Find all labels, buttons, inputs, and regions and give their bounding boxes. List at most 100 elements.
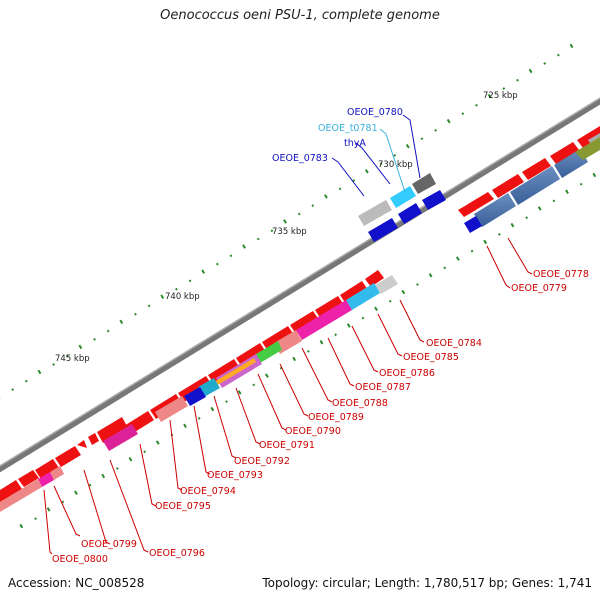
leader-line: [355, 142, 391, 185]
gene-arrow: [315, 296, 344, 319]
leader-line: [279, 363, 309, 417]
leader-line: [43, 489, 53, 555]
gene-arrow: [97, 417, 128, 443]
gc-tick: [128, 457, 133, 462]
gc-tick: [552, 199, 556, 203]
gc-tick: [225, 400, 228, 403]
gene-arrow: [422, 190, 446, 210]
gene-arrow: [398, 203, 422, 224]
gc-tick: [388, 299, 392, 303]
gc-tick: [416, 283, 419, 286]
leader-line: [235, 387, 261, 445]
gene-block: [256, 341, 282, 363]
gc-track-outer: [0, 43, 574, 399]
gene-arrow: [550, 142, 579, 164]
leader-line: [399, 299, 425, 343]
gc-tick: [405, 143, 410, 149]
tick-label: 735 kbp: [272, 227, 307, 237]
gc-tick: [252, 383, 256, 387]
gc-tick: [115, 467, 119, 470]
gene-arrow: [88, 433, 99, 445]
tick-label: 730 kbp: [378, 160, 413, 170]
gene-label: OEOE_0790: [285, 426, 341, 437]
gc-tick: [175, 287, 178, 291]
gc-tick: [556, 53, 560, 57]
accession-label: Accession: NC_008528: [8, 576, 145, 590]
gc-tick: [565, 189, 569, 194]
gene-label: OEOE_0796: [149, 548, 205, 559]
gc-tick: [470, 249, 474, 253]
gene-label: OEOE_0783: [272, 153, 328, 164]
leader-line: [486, 245, 511, 289]
gene-block: [474, 193, 516, 227]
gc-tick: [78, 344, 83, 350]
gene-arrow: [236, 343, 266, 367]
gc-tick: [46, 507, 51, 512]
gc-tick: [543, 62, 547, 65]
gene-arrow: [55, 446, 81, 467]
gc-tick: [297, 212, 301, 216]
gc-tick: [119, 319, 124, 325]
gene-label: OEOE_t0781: [318, 123, 378, 134]
gene-block: [184, 387, 206, 406]
gene-block: [296, 300, 352, 340]
gc-tick: [475, 103, 478, 107]
gene-arrow: [18, 470, 39, 487]
gene-label: OEOE_0785: [403, 352, 459, 363]
gc-tick: [160, 294, 165, 299]
gc-tick: [242, 244, 246, 249]
gc-tick: [210, 406, 215, 412]
gene-label: OEOE_0784: [426, 338, 482, 349]
gc-tick: [93, 338, 96, 341]
gc-tick: [134, 312, 137, 316]
gc-tick: [74, 490, 78, 495]
gc-tick: [52, 363, 55, 366]
gc-tick: [428, 273, 433, 278]
gc-tick: [188, 279, 192, 283]
gene-label: OEOE_0778: [533, 269, 589, 280]
gc-tick: [37, 369, 42, 375]
gc-track-inner: [19, 172, 597, 529]
gc-tick: [215, 262, 219, 266]
leader-line: [327, 337, 355, 387]
leader-line: [351, 325, 379, 373]
gene-block: [346, 283, 380, 310]
gene-arrow: [368, 218, 398, 242]
gene-block: [510, 166, 560, 205]
trna-block: [390, 186, 416, 208]
label-leaders: [43, 114, 533, 555]
gene-block: [38, 472, 54, 487]
leader-line: [331, 157, 365, 197]
gc-tick: [483, 239, 488, 245]
gene-label: OEOE_0793: [207, 470, 263, 481]
gc-tick: [256, 237, 260, 241]
gene-arrow: [0, 480, 22, 502]
gene-label: OEOE_0791: [259, 440, 315, 451]
gc-tick: [155, 440, 160, 445]
gene-arrow: [290, 311, 319, 334]
gene-label: OEOE_0780: [347, 107, 403, 118]
gc-tick: [306, 350, 310, 353]
gene-labels-bottom: OEOE_0778 OEOE_0779 OEOE_0784 OEOE_0785 …: [52, 269, 589, 565]
gene-label: OEOE_0786: [379, 368, 435, 379]
gc-tick: [379, 162, 383, 166]
gc-tick: [393, 154, 397, 157]
gene-label: OEOE_0792: [234, 456, 290, 467]
gene-block: [412, 173, 436, 194]
leader-line: [53, 485, 81, 537]
gc-tick: [592, 172, 597, 178]
tick-label: 725 kbp: [483, 91, 518, 101]
gc-tick: [292, 356, 297, 362]
gc-tick: [143, 450, 147, 454]
gene-arrow: [464, 216, 482, 233]
gc-tick: [283, 219, 287, 224]
gene-arrow: [262, 326, 294, 351]
leader-line: [83, 469, 111, 545]
gc-tick: [455, 256, 460, 261]
gene-block: [103, 424, 138, 451]
leader-line: [169, 419, 183, 491]
gc-tick: [420, 137, 424, 141]
gc-tick: [147, 304, 151, 308]
gc-tick: [443, 266, 447, 270]
